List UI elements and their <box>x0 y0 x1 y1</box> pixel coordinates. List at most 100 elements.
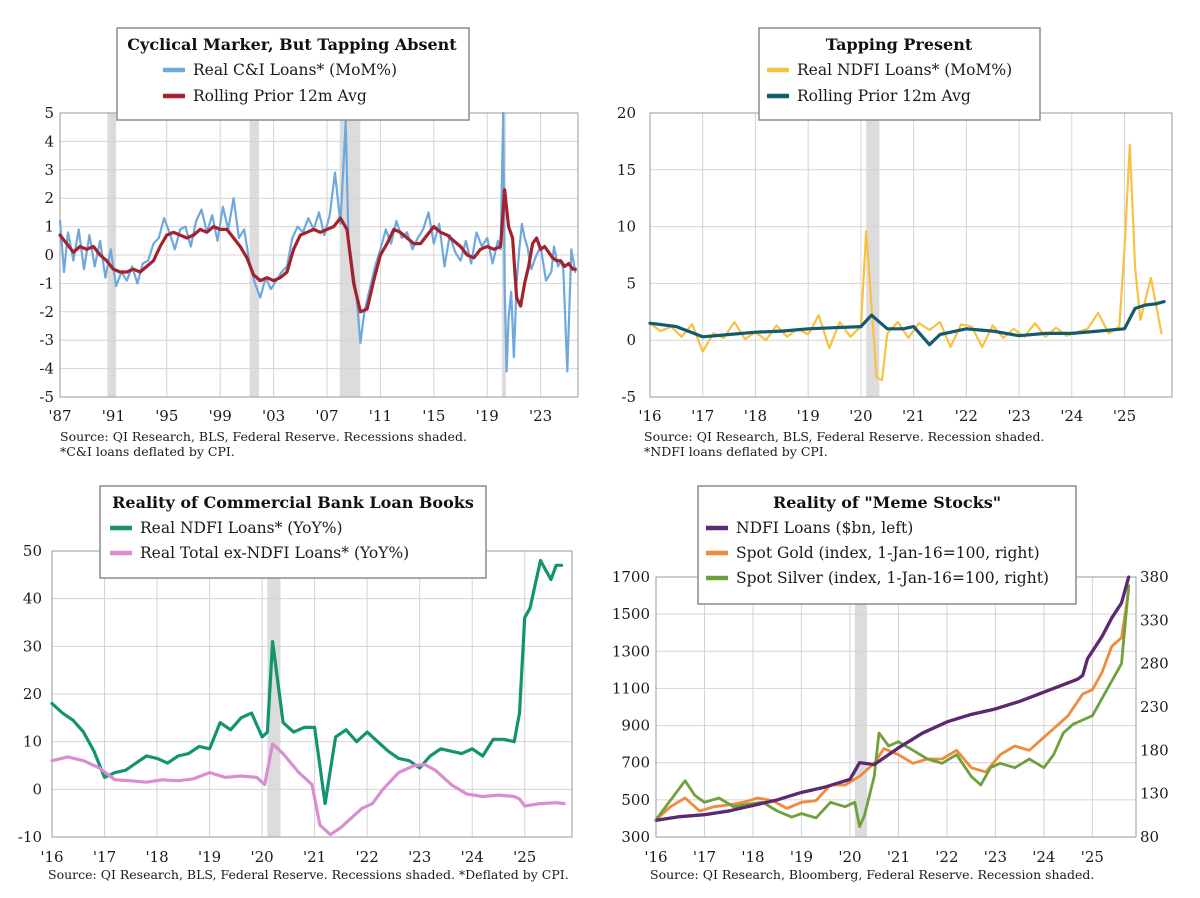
x-tick-label: '22 <box>356 848 379 866</box>
y-tick-label: -5 <box>39 388 54 406</box>
x-tick-label: '03 <box>262 407 285 425</box>
chart-title: Reality of Commercial Bank Loan Books <box>112 493 474 512</box>
chart-meme-stocks: 300 500 700 900 1100 1300 1500 1700 80 130 180 230 2… <box>612 485 1169 882</box>
y-tick-label: 0 <box>44 246 54 264</box>
x-tick-label: '17 <box>93 848 116 866</box>
legend-label: NDFI Loans ($bn, left) <box>736 519 913 537</box>
y2-tick-label: 130 <box>1140 785 1169 803</box>
x-tick-label: '23 <box>408 848 431 866</box>
y-tick-label: 2 <box>44 189 54 207</box>
legend-label: Spot Silver (index, 1-Jan-16=100, right) <box>736 569 1049 587</box>
source-note: Source: QI Research, Bloomberg, Federal … <box>650 867 1094 882</box>
source-note: Source: QI Research, BLS, Federal Reserv… <box>48 867 569 882</box>
x-tick-label: '17 <box>693 848 716 866</box>
y-tick-label: 10 <box>23 733 42 751</box>
x-tick-label: '24 <box>1060 407 1083 425</box>
legend-label: Real NDFI Loans* (YoY%) <box>140 519 343 537</box>
x-tick-label: '16 <box>40 848 63 866</box>
legend-box <box>758 27 1041 121</box>
y-tick-label: 1700 <box>612 568 650 586</box>
y2-tick-label: 280 <box>1140 655 1169 673</box>
y-tick-label: 300 <box>621 828 650 846</box>
y-tick-label: 20 <box>23 685 42 703</box>
x-tick-label: '18 <box>145 848 168 866</box>
y2-tick-label: 380 <box>1140 568 1169 586</box>
x-tick-label: '22 <box>955 407 978 425</box>
x-tick-label: '19 <box>476 407 499 425</box>
x-tick-label: '23 <box>529 407 552 425</box>
recession-band <box>854 577 867 837</box>
x-tick-label: '23 <box>984 848 1007 866</box>
x-tick-label: '19 <box>198 848 221 866</box>
x-tick-label: '23 <box>1007 407 1030 425</box>
y-tick-label: 1100 <box>612 679 650 697</box>
x-tick-label: '20 <box>838 848 861 866</box>
y-tick-label: 1300 <box>612 642 650 660</box>
x-tick-label: '18 <box>744 407 767 425</box>
x-tick-label: '19 <box>797 407 820 425</box>
series-line-3 <box>654 584 1131 828</box>
legend-label: Real NDFI Loans* (MoM%) <box>797 61 1012 79</box>
x-tick-label: '25 <box>1113 407 1136 425</box>
footnote: *NDFI loans deflated by CPI. <box>644 444 828 459</box>
chart-cyclical-marker: -5 -4 -3 -2 -1 0 1 2 3 4 5 '87 '91 '95 '99 '03 '07 '11 '15… <box>39 27 579 459</box>
y2-tick-label: 180 <box>1140 741 1169 759</box>
y-tick-label: 900 <box>621 717 650 735</box>
legend-label: Real Total ex-NDFI Loans* (YoY%) <box>140 544 409 562</box>
x-tick-label: '17 <box>691 407 714 425</box>
x-tick-label: '21 <box>887 848 910 866</box>
legend-label: Rolling Prior 12m Avg <box>797 87 971 105</box>
plot-frame <box>655 576 1137 838</box>
series-line-1 <box>58 111 577 373</box>
y-tick-label: 1 <box>44 218 54 236</box>
chart-loan-books: -10 0 10 20 30 40 50 '16 '17 '18 '19 '20 '21 '22 '23 '2… <box>18 485 573 882</box>
x-tick-label: '22 <box>935 848 958 866</box>
series-line-2 <box>58 188 577 314</box>
y-tick-label: 50 <box>23 542 42 560</box>
x-tick-label: '24 <box>461 848 484 866</box>
x-tick-label: '21 <box>303 848 326 866</box>
legend-label: Rolling Prior 12m Avg <box>193 87 367 105</box>
x-tick-label: '25 <box>513 848 536 866</box>
y-tick-label: 20 <box>617 104 636 122</box>
y-tick-label: 15 <box>617 161 636 179</box>
series-line-1 <box>50 558 564 806</box>
y2-tick-label: 80 <box>1140 828 1159 846</box>
x-tick-label: '20 <box>849 407 872 425</box>
y-tick-label: 0 <box>626 331 636 349</box>
legend-box <box>697 485 1077 605</box>
y-tick-label: 700 <box>621 754 650 772</box>
y-tick-label: 30 <box>23 637 42 655</box>
series-line-1 <box>654 575 1131 822</box>
x-tick-label: '95 <box>155 407 178 425</box>
y-tick-label: 10 <box>617 218 636 236</box>
y-tick-label: 500 <box>621 791 650 809</box>
x-tick-label: '99 <box>209 407 232 425</box>
x-tick-label: '24 <box>1032 848 1055 866</box>
x-tick-label: '07 <box>315 407 338 425</box>
x-tick-label: '16 <box>638 407 661 425</box>
y-tick-label: -2 <box>39 303 54 321</box>
legend-label: Real C&I Loans* (MoM%) <box>193 61 397 79</box>
y-tick-label: 0 <box>32 780 42 798</box>
y-tick-label: 4 <box>44 132 54 150</box>
x-tick-label: '15 <box>422 407 445 425</box>
chart-title: Tapping Present <box>826 35 973 54</box>
y2-tick-label: 330 <box>1140 611 1169 629</box>
x-tick-label: '91 <box>102 407 125 425</box>
x-tick-label: '87 <box>48 407 71 425</box>
legend-box <box>99 485 487 579</box>
x-tick-label: '25 <box>1081 848 1104 866</box>
series-line-2 <box>648 300 1166 347</box>
recession-band <box>866 113 880 397</box>
source-note: Source: QI Research, BLS, Federal Reserv… <box>60 429 467 444</box>
chart-tapping-present: -5 0 5 10 15 20 '16 '17 '18 '19 '20 '21 '22 '23 '24 '25… <box>617 27 1173 459</box>
chart-title: Cyclical Marker, But Tapping Absent <box>127 35 457 54</box>
y-tick-label: 5 <box>44 104 54 122</box>
x-tick-label: '18 <box>741 848 764 866</box>
chart-title: Reality of "Meme Stocks" <box>773 493 1001 512</box>
x-tick-label: '21 <box>902 407 925 425</box>
series-line-1 <box>648 143 1163 382</box>
y-tick-label: 5 <box>626 274 636 292</box>
